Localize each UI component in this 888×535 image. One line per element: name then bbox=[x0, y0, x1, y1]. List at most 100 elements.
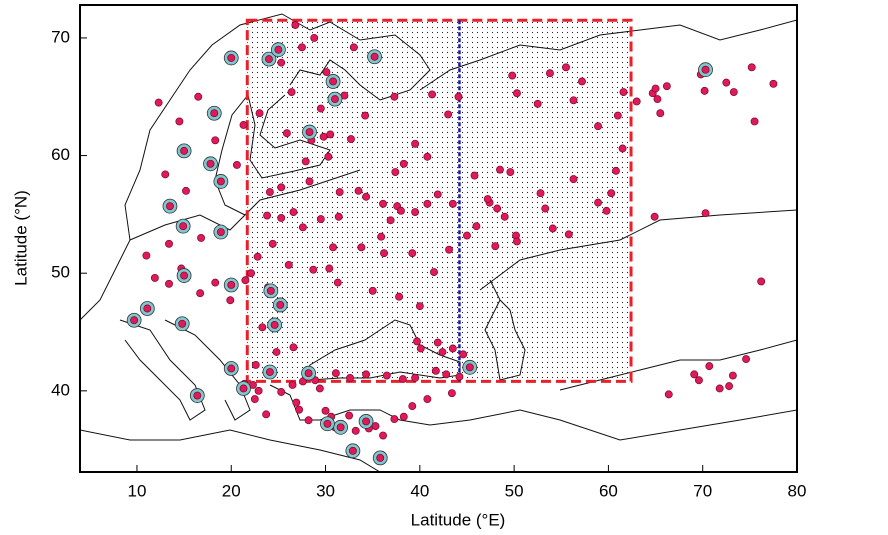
station bbox=[211, 278, 220, 287]
station bbox=[612, 166, 620, 175]
station bbox=[304, 369, 313, 378]
station bbox=[277, 58, 286, 67]
station bbox=[513, 89, 521, 98]
x-tick-label: 60 bbox=[599, 481, 618, 500]
station bbox=[142, 251, 151, 260]
station bbox=[398, 375, 407, 384]
station bbox=[431, 366, 440, 375]
station bbox=[321, 406, 330, 415]
station bbox=[472, 222, 481, 231]
station bbox=[226, 296, 235, 305]
station bbox=[500, 212, 509, 221]
station bbox=[594, 122, 602, 131]
x-tick-label: 80 bbox=[788, 481, 807, 500]
station bbox=[362, 192, 371, 201]
station bbox=[216, 177, 225, 186]
station bbox=[715, 384, 724, 393]
station bbox=[594, 198, 602, 207]
station bbox=[309, 265, 318, 274]
station bbox=[722, 78, 731, 87]
station bbox=[305, 128, 314, 136]
station bbox=[326, 130, 335, 139]
station bbox=[182, 186, 190, 195]
station bbox=[651, 84, 660, 93]
station bbox=[423, 395, 432, 404]
station bbox=[305, 177, 314, 186]
station bbox=[447, 389, 456, 398]
station bbox=[227, 53, 236, 62]
station bbox=[143, 304, 152, 313]
station bbox=[206, 159, 215, 168]
station bbox=[470, 171, 479, 180]
station bbox=[411, 373, 420, 382]
y-tick-label: 70 bbox=[51, 27, 70, 46]
station bbox=[274, 45, 283, 54]
station bbox=[370, 52, 379, 61]
station bbox=[602, 206, 611, 215]
station bbox=[301, 157, 310, 166]
station bbox=[459, 350, 468, 359]
station bbox=[247, 269, 255, 278]
station bbox=[161, 170, 170, 179]
station bbox=[742, 355, 751, 364]
region-fill bbox=[247, 20, 632, 382]
station bbox=[382, 371, 391, 380]
station bbox=[316, 104, 325, 113]
station bbox=[448, 199, 457, 208]
station bbox=[442, 370, 451, 379]
station bbox=[351, 426, 360, 435]
station bbox=[250, 395, 259, 404]
x-tick-label: 20 bbox=[222, 481, 241, 500]
station bbox=[694, 376, 703, 385]
station bbox=[377, 232, 386, 241]
region-box bbox=[245, 18, 633, 383]
station bbox=[175, 117, 184, 126]
station bbox=[413, 337, 421, 346]
station bbox=[289, 208, 298, 216]
station bbox=[725, 382, 734, 391]
station bbox=[423, 152, 432, 161]
station bbox=[304, 416, 313, 425]
stations bbox=[126, 21, 778, 466]
station bbox=[263, 211, 272, 220]
station bbox=[265, 188, 274, 196]
y-tick-label: 60 bbox=[51, 145, 70, 164]
station bbox=[287, 88, 296, 96]
station bbox=[607, 189, 616, 198]
station bbox=[268, 239, 277, 248]
station bbox=[292, 398, 301, 407]
station bbox=[411, 208, 420, 216]
station bbox=[323, 419, 332, 428]
station bbox=[180, 146, 189, 155]
station bbox=[362, 370, 371, 379]
station bbox=[331, 369, 340, 378]
station bbox=[193, 391, 202, 400]
station bbox=[465, 363, 474, 372]
station bbox=[569, 96, 578, 105]
station bbox=[130, 316, 139, 325]
station bbox=[690, 370, 699, 379]
station bbox=[150, 273, 159, 282]
station bbox=[548, 224, 557, 233]
station bbox=[232, 161, 241, 169]
station bbox=[310, 33, 319, 42]
station bbox=[334, 212, 343, 221]
station bbox=[315, 384, 324, 393]
station bbox=[165, 239, 173, 248]
station bbox=[656, 109, 665, 118]
station bbox=[508, 71, 517, 80]
station bbox=[331, 95, 339, 104]
station bbox=[166, 202, 174, 211]
station bbox=[251, 361, 260, 369]
station bbox=[282, 129, 291, 138]
station bbox=[541, 204, 550, 213]
station bbox=[289, 343, 298, 352]
station bbox=[348, 446, 357, 455]
station bbox=[700, 86, 709, 95]
station bbox=[423, 199, 432, 208]
station bbox=[254, 386, 263, 395]
station bbox=[438, 348, 447, 356]
y-axis-label: Latitude (°N) bbox=[11, 190, 30, 286]
station bbox=[253, 252, 262, 261]
